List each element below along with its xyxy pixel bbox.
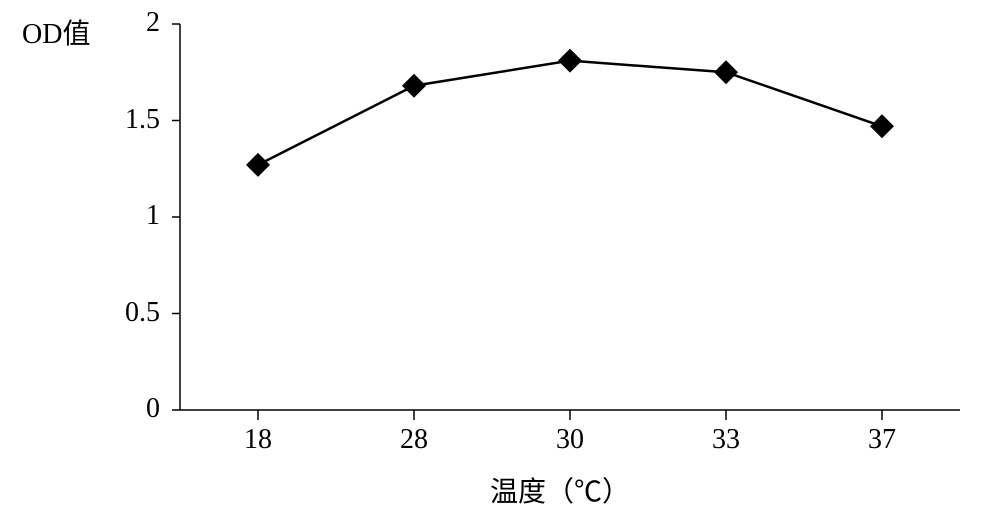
marker-1: [402, 74, 426, 98]
data-line: [258, 61, 882, 165]
chart-container: OD值 温度（℃） 0 0.5 1 1.5 2 18 28 30 33 37: [0, 0, 1000, 520]
markers: [246, 49, 894, 177]
marker-0: [246, 153, 270, 177]
marker-3: [714, 60, 738, 84]
chart-svg: [0, 0, 1000, 520]
marker-2: [558, 49, 582, 73]
axes: [180, 24, 960, 410]
x-tick-marks: [258, 410, 882, 420]
y-tick-marks: [172, 24, 180, 410]
marker-4: [870, 114, 894, 138]
